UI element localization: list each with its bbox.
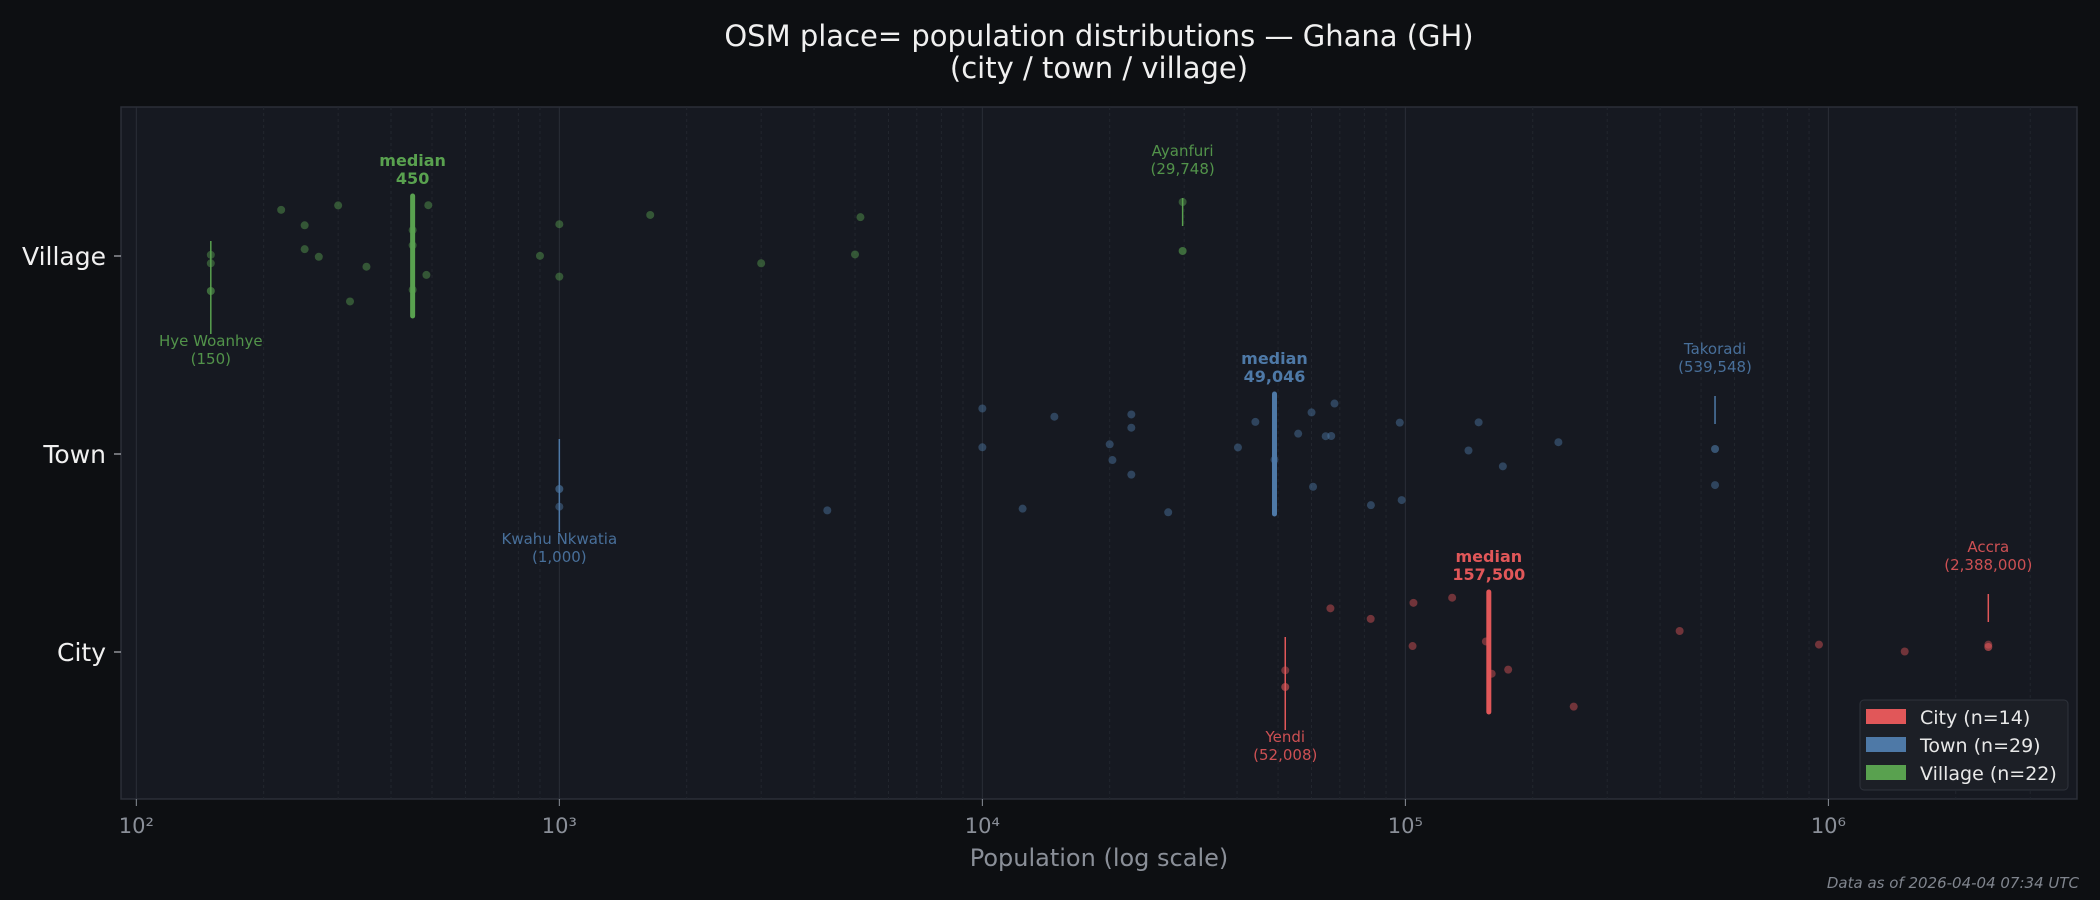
town-point <box>1464 446 1473 455</box>
x-tick-label: 10⁵ <box>1388 814 1423 838</box>
village-point <box>334 201 343 210</box>
legend: City (n=14) Town (n=29) Village (n=22) <box>1859 699 2069 791</box>
legend-label-city: City (n=14) <box>1920 707 2030 729</box>
legend-box <box>1859 699 2069 791</box>
village-point <box>851 250 860 259</box>
village-point <box>555 272 564 281</box>
town-point <box>1327 432 1336 441</box>
legend-swatch-city <box>1866 709 1906 724</box>
city-annotation-name: Accra <box>1967 538 2009 556</box>
town-point <box>1050 412 1059 421</box>
village-point <box>535 251 544 260</box>
town-point <box>1127 423 1136 432</box>
town-median-label: median <box>1241 349 1308 368</box>
town-point <box>1233 443 1242 452</box>
village-annotation-name: Hye Woanhye <box>159 332 263 350</box>
y-tick-label-town: Town <box>42 440 106 469</box>
footer-timestamp: Data as of 2026-04-04 07:34 UTC <box>1827 874 2080 892</box>
city-median-value: 157,500 <box>1452 565 1525 584</box>
town-point <box>1018 504 1027 513</box>
village-point <box>757 259 766 268</box>
village-point <box>314 252 323 261</box>
town-point <box>1711 481 1720 490</box>
town-point <box>823 506 832 515</box>
village-point <box>424 201 433 210</box>
town-median-value: 49,046 <box>1244 367 1306 386</box>
city-median-label: median <box>1455 547 1522 566</box>
town-point <box>1330 399 1339 408</box>
x-tick-label: 10² <box>119 814 154 838</box>
y-tick-label-city: City <box>57 638 106 667</box>
legend-swatch-village <box>1866 765 1906 780</box>
village-median-value: 450 <box>396 169 429 188</box>
town-point <box>1498 462 1507 471</box>
axes: 10² 10³ 10⁴ 10⁵ 10⁶ City Town Village <box>22 242 1846 838</box>
village-point <box>646 210 655 219</box>
plot-area <box>120 106 2078 800</box>
town-point <box>1108 456 1117 465</box>
village-point <box>422 270 431 279</box>
town-point <box>1366 501 1375 510</box>
town-annotated-point <box>1711 445 1720 453</box>
city-point <box>1409 598 1418 607</box>
city-annotation-name: Yendi <box>1264 728 1305 746</box>
town-annotation-name: Takoradi <box>1683 340 1746 358</box>
grid <box>135 107 2031 799</box>
x-tick-label: 10³ <box>542 814 577 838</box>
city-annotated-point <box>1984 643 1993 651</box>
x-axis-label: Population (log scale) <box>970 844 1229 872</box>
chart-subtitle: (city / town / village) <box>950 51 1248 85</box>
town-point <box>1395 418 1404 427</box>
village-point <box>300 221 309 230</box>
city-point <box>1448 593 1457 602</box>
legend-label-town: Town (n=29) <box>1919 735 2041 757</box>
town-annotation-value: (539,548) <box>1678 358 1752 376</box>
x-tick-label: 10⁶ <box>1811 814 1846 838</box>
village-annotated-point <box>1178 247 1187 255</box>
town-point <box>1251 417 1260 426</box>
village-point <box>555 220 564 229</box>
village-median-label: median <box>379 151 446 170</box>
legend-label-village: Village (n=22) <box>1920 763 2057 785</box>
city-point <box>1675 626 1684 635</box>
town-annotation-value: (1,000) <box>532 548 587 566</box>
village-point <box>346 297 355 306</box>
village-point <box>300 245 309 254</box>
x-tick-label: 10⁴ <box>965 814 1000 838</box>
village-point <box>277 205 286 214</box>
town-point <box>1164 508 1173 517</box>
village-annotation-value: (150) <box>191 350 231 368</box>
town-point <box>1127 410 1136 419</box>
town-point <box>1321 432 1330 441</box>
city-annotation-value: (52,008) <box>1253 746 1317 764</box>
city-annotation-value: (2,388,000) <box>1944 556 2032 574</box>
city-point <box>1504 665 1513 674</box>
town-point <box>1294 429 1303 438</box>
village-annotation-name: Ayanfuri <box>1152 142 1214 160</box>
city-point <box>1569 702 1578 711</box>
chart-title: OSM place= population distributions — Gh… <box>724 19 1473 53</box>
city-point <box>1900 647 1909 656</box>
town-point <box>1554 438 1563 447</box>
town-point <box>1105 440 1114 449</box>
city-point <box>1408 642 1417 651</box>
village-point <box>362 262 371 271</box>
town-point <box>978 404 987 413</box>
town-annotation-name: Kwahu Nkwatia <box>501 530 617 548</box>
town-point <box>1397 496 1406 505</box>
town-point <box>1309 482 1318 491</box>
town-point <box>1474 418 1483 427</box>
town-point <box>1307 408 1316 417</box>
village-point <box>856 213 865 222</box>
town-point <box>978 443 987 452</box>
city-point <box>1814 640 1823 649</box>
y-tick-label-village: Village <box>22 242 106 271</box>
village-annotation-value: (29,748) <box>1151 160 1215 178</box>
city-point <box>1366 614 1375 623</box>
legend-swatch-town <box>1866 737 1906 752</box>
city-point <box>1326 604 1335 613</box>
town-point <box>1127 470 1136 479</box>
